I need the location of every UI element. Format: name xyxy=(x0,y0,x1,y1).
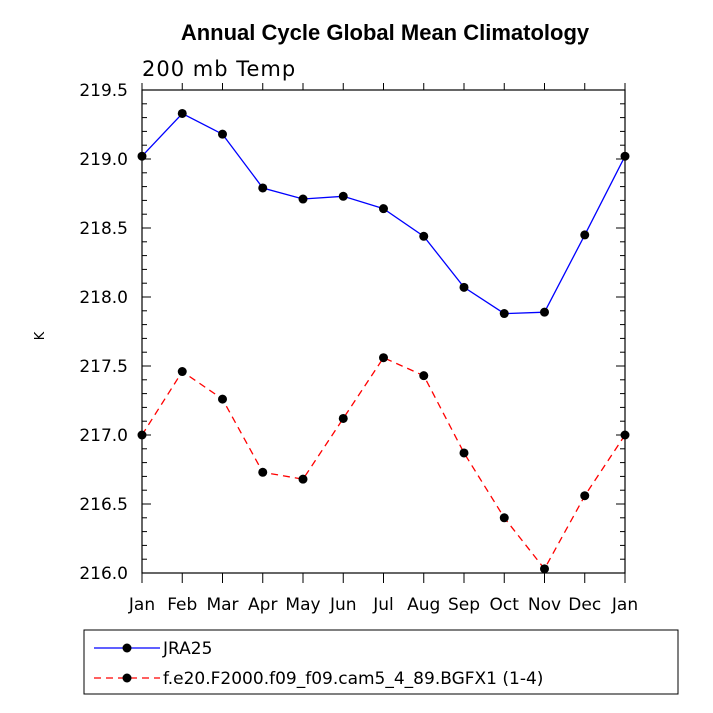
data-point xyxy=(258,183,268,193)
plot-frame xyxy=(141,89,626,574)
data-point xyxy=(499,513,509,523)
data-point xyxy=(177,367,187,377)
y-axis-label: K xyxy=(33,331,48,340)
y-tick-label: 217.5 xyxy=(79,357,128,377)
x-tick-label: Aug xyxy=(407,595,440,615)
data-point xyxy=(499,309,509,319)
data-point xyxy=(218,394,227,404)
x-tick-label: Feb xyxy=(167,595,197,615)
y-axis: 216.0 216.5 217.0 217.5 218.0 218.5 219.0 219.5 xyxy=(79,81,625,584)
data-point xyxy=(459,448,469,458)
y-tick-label: 218.0 xyxy=(79,288,128,308)
data-point xyxy=(459,282,469,292)
data-point xyxy=(620,151,630,161)
x-tick-label: Sep xyxy=(448,595,480,615)
data-point xyxy=(137,151,147,161)
series-line-2 xyxy=(141,356,626,571)
series-line-1 xyxy=(141,112,626,315)
data-point xyxy=(258,467,268,477)
data-point xyxy=(137,430,147,440)
data-point xyxy=(419,231,429,241)
y-tick-label: 219.0 xyxy=(79,150,128,170)
data-point xyxy=(338,413,348,423)
data-point xyxy=(218,129,227,139)
data-point xyxy=(379,353,388,363)
legend-label-2: f.e20.F2000.f09_f09.cam5_4_89.BGFX1 (1-4… xyxy=(163,669,543,689)
legend-marker xyxy=(122,643,132,653)
chart-title: Annual Cycle Global Mean Climatology xyxy=(181,20,590,45)
data-point xyxy=(177,108,187,118)
chart-subtitle: 200 mb Temp xyxy=(142,57,296,81)
y-tick-label: 216.5 xyxy=(79,495,128,515)
legend: JRA25 f.e20.F2000.f09_f09.cam5_4_89.BGFX1… xyxy=(83,629,679,695)
y-tick-label: 219.5 xyxy=(79,81,128,101)
x-tick-label: Dec xyxy=(568,595,601,615)
data-point xyxy=(620,430,630,440)
x-tick-label: May xyxy=(285,595,320,615)
data-point xyxy=(580,230,590,240)
data-point xyxy=(540,564,549,574)
x-tick-label: Jul xyxy=(372,595,394,615)
data-point xyxy=(419,371,429,381)
data-point xyxy=(338,191,348,201)
x-tick-label: Apr xyxy=(248,595,277,615)
legend-label-1: JRA25 xyxy=(162,639,212,659)
y-tick-label: 217.0 xyxy=(79,426,128,446)
data-point xyxy=(379,204,388,214)
x-tick-label: Jan xyxy=(128,595,155,615)
legend-marker xyxy=(122,673,132,683)
data-point xyxy=(540,307,549,317)
series-layer xyxy=(137,108,630,574)
data-point xyxy=(298,194,308,204)
x-tick-label: Jan xyxy=(611,595,638,615)
y-tick-label: 216.0 xyxy=(79,564,128,584)
legend-box xyxy=(83,629,679,695)
x-tick-label: Mar xyxy=(206,595,238,615)
y-tick-label: 218.5 xyxy=(79,219,128,239)
x-axis: Jan Feb Mar Apr May Jun Jul Aug Sep Oct Nov Dec Jan xyxy=(128,83,638,615)
x-tick-label: Oct xyxy=(490,595,520,615)
data-point xyxy=(298,474,308,484)
data-point xyxy=(580,491,590,501)
x-tick-label: Jun xyxy=(329,595,357,615)
x-tick-label: Nov xyxy=(528,595,561,615)
